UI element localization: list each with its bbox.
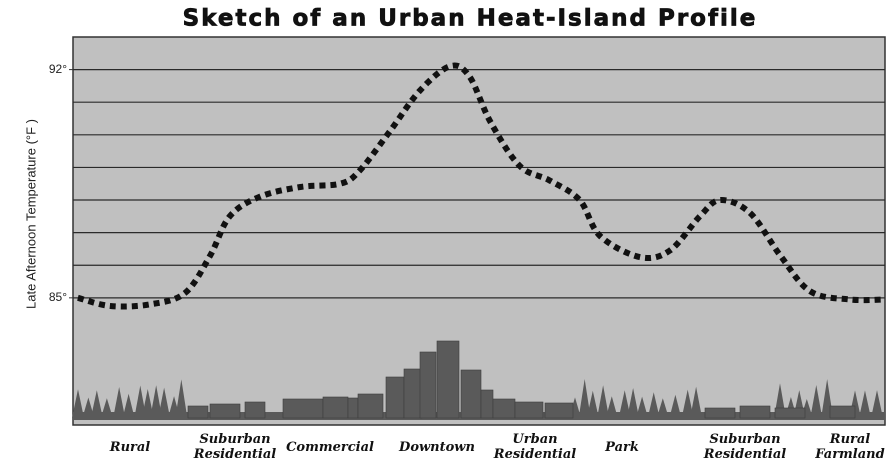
tree-trunk [105, 412, 108, 418]
tree-trunk [610, 412, 613, 418]
tree-trunk [155, 412, 158, 418]
tree-trunk [87, 412, 90, 418]
tree-trunk [146, 412, 149, 418]
y-tick-label: 92° [49, 62, 67, 76]
tree [669, 394, 682, 418]
building [419, 351, 437, 419]
tree-trunk [180, 412, 183, 418]
tree [597, 385, 610, 418]
building [209, 403, 241, 419]
building [385, 376, 405, 419]
tree [150, 385, 163, 418]
y-axis-label: Late Afternoon Temperature (°F ) [23, 119, 38, 309]
tree-trunk [623, 412, 626, 418]
tree-trunk [805, 412, 808, 418]
x-category-label: Rural Farmland [815, 432, 885, 462]
tree [113, 387, 126, 418]
x-category-label: Commercial [286, 440, 374, 455]
tree [656, 398, 669, 418]
building [704, 407, 736, 419]
tree-trunk [77, 412, 79, 418]
tree [681, 389, 694, 418]
tree [141, 389, 154, 418]
tree [636, 396, 649, 418]
building [347, 397, 359, 419]
tree-trunk [815, 412, 818, 418]
building [322, 396, 349, 419]
building [774, 407, 806, 419]
building [739, 405, 771, 419]
building [436, 340, 460, 419]
temperature-line [77, 62, 886, 310]
tree [810, 385, 823, 418]
tree [72, 389, 84, 418]
chart-title: Sketch of an Urban Heat-Island Profile [183, 6, 758, 32]
tree-trunk [139, 412, 142, 418]
x-category-label: Suburban Residential [193, 432, 277, 462]
tree [586, 390, 599, 418]
tree [175, 379, 188, 418]
tree [605, 396, 618, 418]
x-category-label: Suburban Residential [703, 432, 787, 462]
tree-trunk [118, 412, 121, 418]
building [357, 393, 384, 419]
tree-trunk [876, 412, 879, 418]
building [244, 401, 266, 419]
building [514, 401, 544, 419]
x-category-label: Urban Residential [493, 432, 577, 462]
tree [618, 390, 631, 418]
building [829, 405, 856, 419]
tree [871, 390, 884, 418]
building [544, 402, 574, 419]
tree [134, 385, 147, 418]
x-category-label: Park [605, 440, 639, 455]
building [492, 398, 516, 419]
tree-trunk [574, 412, 576, 418]
tree [858, 390, 871, 418]
tree-trunk [127, 412, 130, 418]
tree-trunk [863, 412, 866, 418]
tree-trunk [583, 412, 586, 418]
tree [647, 392, 660, 418]
tree-trunk [591, 412, 594, 418]
tree-trunk [632, 412, 635, 418]
building [460, 369, 482, 419]
building [480, 389, 494, 419]
tree-trunk [686, 412, 689, 418]
building [187, 405, 209, 419]
tree-trunk [674, 412, 677, 418]
building [282, 398, 324, 419]
tree [122, 393, 135, 418]
tree [100, 398, 113, 418]
tree [82, 397, 95, 418]
tree-trunk [163, 412, 166, 418]
tree [90, 390, 103, 418]
tree [627, 387, 640, 418]
building [403, 368, 423, 419]
tree-trunk [661, 412, 664, 418]
tree-trunk [602, 412, 605, 418]
tree [690, 386, 703, 418]
x-category-label: Rural [109, 440, 151, 455]
tree-trunk [652, 412, 655, 418]
tree [578, 378, 591, 418]
y-tick-label: 85° [49, 290, 67, 304]
tree-trunk [826, 412, 829, 418]
tree-trunk [641, 412, 644, 418]
x-category-label: Downtown [399, 440, 475, 455]
tree-trunk [95, 412, 98, 418]
tree-trunk [173, 412, 176, 418]
tree [158, 387, 171, 418]
tree-trunk [695, 412, 698, 418]
